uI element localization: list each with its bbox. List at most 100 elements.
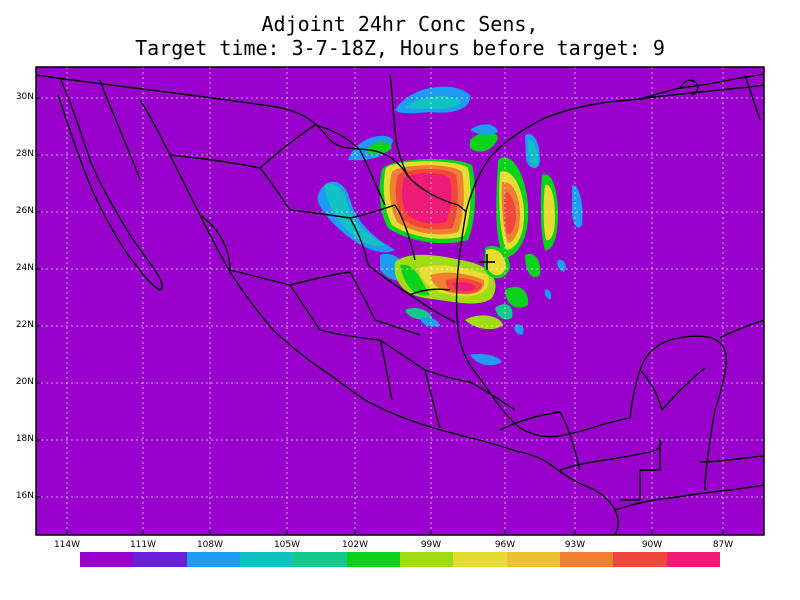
baja-east-coast [99, 79, 141, 181]
color-scale-swatch [239, 552, 294, 567]
lat-label: 18N [15, 434, 34, 444]
florida-coast [744, 74, 761, 121]
state-border-22 [661, 367, 706, 411]
map-grid [36, 67, 764, 535]
color-scale-swatch [559, 552, 614, 567]
state-border-2 [259, 167, 291, 211]
lat-label: 30N [15, 92, 34, 102]
contour-blue-east-small [557, 259, 566, 272]
lon-label: 102W [341, 540, 369, 550]
axis-ticks [36, 97, 724, 535]
lat-label: 28N [15, 149, 34, 159]
color-scale-swatch [133, 552, 187, 567]
state-border-25 [314, 124, 361, 151]
contour-red-east [503, 192, 516, 235]
lon-label: 87W [712, 540, 734, 550]
map-frame [35, 66, 765, 536]
lon-label: 108W [196, 540, 224, 550]
state-border-23 [349, 271, 376, 321]
louisiana-coast [639, 73, 764, 101]
state-border-11 [367, 264, 411, 296]
map-title-line-2: Target time: 3-7-18Z, Hours before targe… [135, 36, 665, 60]
contour-pink-south [452, 282, 476, 291]
state-border-18 [469, 381, 516, 411]
color-scale-swatch [453, 552, 507, 567]
honduras-coast [699, 455, 764, 463]
state-border-15 [424, 369, 471, 383]
us-mexico-border [36, 74, 409, 177]
lon-label: 105W [273, 540, 301, 550]
color-scale-swatch [613, 552, 667, 567]
state-border-12 [409, 294, 456, 323]
state-border-6 [349, 204, 396, 219]
color-scale-swatch [293, 552, 347, 567]
coastlines-and-borders [36, 73, 764, 535]
contour-blue-south-edge [470, 353, 502, 366]
lat-label: 20N [15, 377, 34, 387]
state-border-14 [379, 339, 426, 371]
state-border-28 [374, 319, 421, 336]
state-border-17 [424, 369, 441, 429]
lon-label: 111W [129, 540, 157, 550]
contour-green-southeast-b [465, 315, 503, 330]
contour-blue-east-edge [544, 289, 552, 300]
state-border-3 [289, 209, 351, 219]
yucatan-coast [629, 335, 728, 491]
target-marker [479, 254, 495, 270]
texas-interior [389, 74, 409, 177]
state-border-5 [349, 217, 369, 266]
rio-grande [407, 175, 467, 213]
lon-label: 99W [420, 540, 442, 550]
contour-cyan-north [405, 96, 462, 110]
lat-label: 26N [15, 206, 34, 216]
cuba-coast [719, 319, 764, 339]
belize-guatemala-border [620, 440, 661, 501]
lon-label: 96W [494, 540, 516, 550]
state-border-26 [359, 149, 386, 206]
state-border-16 [379, 339, 393, 401]
sensitivity-contours [317, 86, 583, 366]
contour-cyan-west [325, 183, 385, 247]
color-scale-swatch [80, 552, 134, 567]
color-scale-swatch [186, 552, 240, 567]
map-background [36, 67, 764, 535]
contour-green-northwest [366, 141, 392, 155]
contour-green-sw-small [405, 307, 432, 320]
lon-label: 90W [641, 540, 663, 550]
state-border-8 [229, 269, 291, 286]
state-border-9 [289, 284, 321, 331]
state-border-21 [639, 369, 663, 411]
contour-green-right [525, 253, 541, 278]
state-border-7 [394, 204, 416, 261]
lat-label: 16N [15, 491, 34, 501]
contour-yellow-far-east [543, 184, 555, 241]
color-scale-swatch [666, 552, 720, 567]
contour-green-south [400, 264, 430, 296]
contour-blue-southeast-edge [514, 324, 524, 335]
mississippi-delta [679, 79, 699, 96]
state-border-27 [409, 288, 451, 296]
state-border-13 [319, 329, 381, 341]
state-border-10 [289, 271, 351, 286]
state-border-4 [259, 124, 316, 169]
color-scale-swatch [399, 552, 454, 567]
lon-label: 114W [53, 540, 81, 550]
tamaulipas-veracruz-coast [455, 211, 631, 438]
state-border-19 [499, 411, 561, 431]
contour-blue-far-south [420, 317, 440, 327]
lon-label: 93W [564, 540, 586, 550]
contour-cyan-east-mid [528, 139, 538, 167]
mexico-guatemala-border [559, 439, 662, 471]
color-scale-swatch [506, 552, 560, 567]
lat-label: 22N [15, 320, 34, 330]
central-america-coast [614, 484, 764, 511]
contour-green-east-upper [470, 131, 498, 152]
contour-green-southeast-a [505, 286, 529, 308]
map-title-line-1: Adjoint 24hr Conc Sens, [261, 12, 539, 36]
state-border-1 [169, 154, 261, 169]
state-border-20 [559, 411, 581, 471]
contour-green-southeast-c [495, 304, 513, 320]
lat-label: 24N [15, 263, 34, 273]
color-scale-swatch [346, 552, 400, 567]
